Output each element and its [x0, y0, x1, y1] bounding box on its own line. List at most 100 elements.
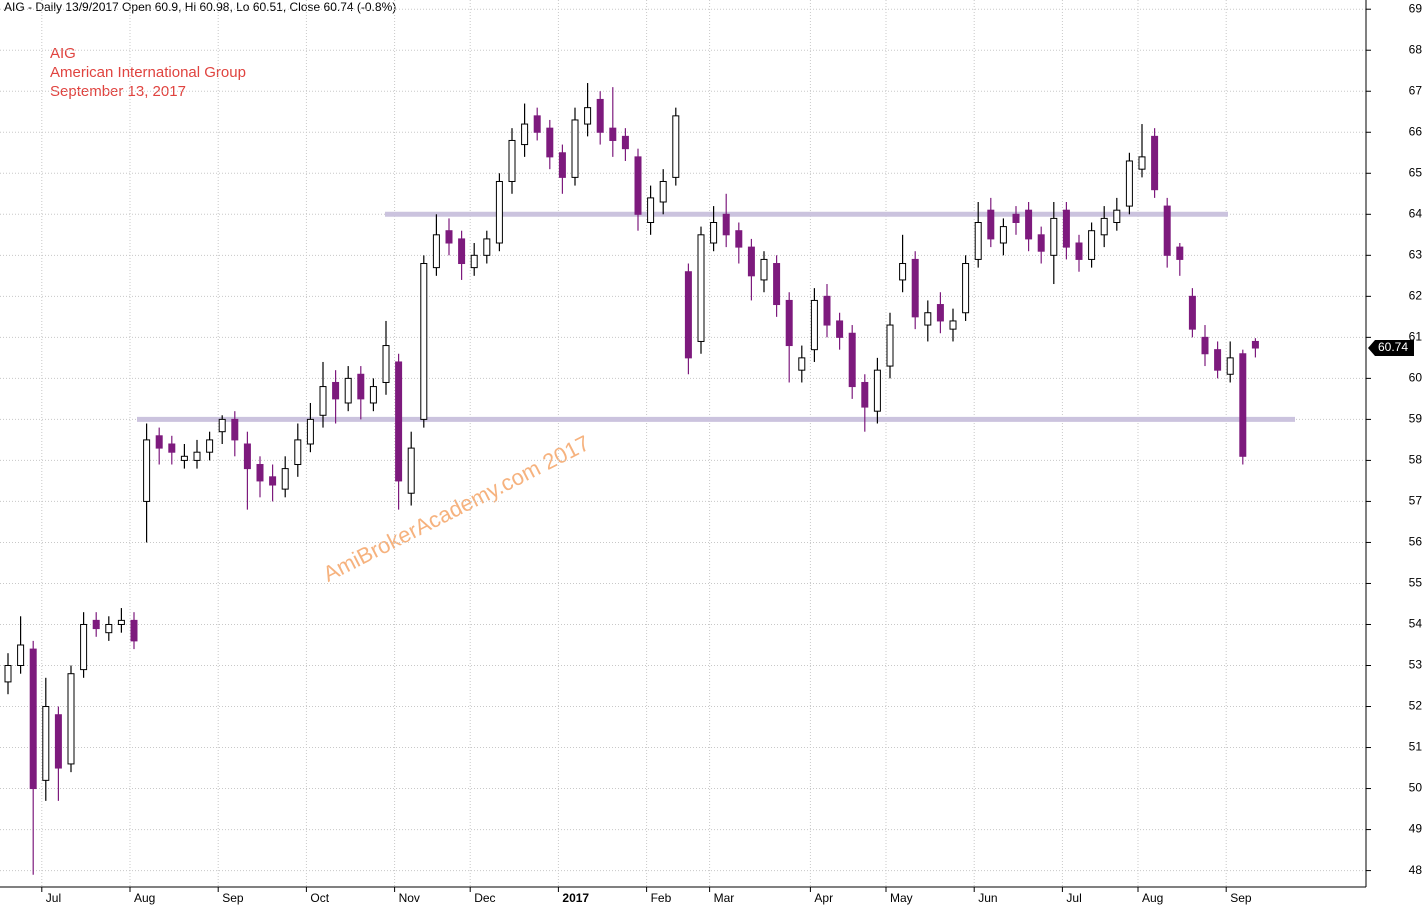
y-tick-label: 63 [1409, 247, 1423, 261]
candle-body [949, 320, 957, 330]
last-price-box [1368, 340, 1414, 357]
y-tick-label: 69 [1409, 1, 1423, 15]
candle-body [987, 209, 995, 240]
x-tick-label: Feb [651, 891, 672, 905]
candle-body [80, 623, 88, 671]
candle-body [294, 439, 302, 466]
candle-body [1188, 295, 1196, 330]
candle-body [1062, 209, 1070, 248]
candle-body [256, 464, 264, 482]
candle-body [382, 345, 390, 383]
candle-body [218, 418, 226, 433]
candle-body [634, 156, 642, 215]
y-tick-label: 65 [1409, 165, 1423, 179]
y-tick-label: 49 [1409, 822, 1423, 836]
candle-body [1012, 213, 1020, 223]
candle-body [558, 152, 566, 178]
x-tick-label: Apr [814, 891, 833, 905]
y-tick-label: 48 [1409, 863, 1423, 877]
candle-body [810, 299, 818, 351]
candle-body [344, 377, 352, 404]
candle-body [42, 706, 50, 781]
x-tick-label: Mar [714, 891, 735, 905]
y-tick-label: 52 [1409, 699, 1423, 713]
x-tick-label: May [890, 891, 913, 905]
candle-body [155, 435, 163, 449]
watermark: AmiBrokerAcademy.com 2017 [319, 430, 594, 586]
candle-body [332, 381, 340, 400]
candle-body [1113, 209, 1121, 223]
candle-body [319, 386, 327, 416]
annotation: American International Group [50, 64, 246, 81]
candle-body [1251, 340, 1259, 349]
candle-body [432, 234, 440, 269]
candle-body [1151, 135, 1159, 191]
candle-body [873, 369, 881, 412]
candle-body [470, 254, 478, 269]
candle-body [785, 299, 793, 347]
y-tick-label: 62 [1409, 289, 1423, 303]
candle-body [143, 439, 151, 502]
candle-body [1201, 336, 1209, 355]
y-tick-label: 55 [1409, 576, 1423, 590]
candle-body [206, 439, 214, 453]
candle-body [861, 381, 869, 408]
candle-body [999, 226, 1007, 244]
x-tick-label: Aug [134, 891, 155, 905]
x-tick-label: Sep [1230, 891, 1252, 905]
candle-body [269, 476, 277, 486]
candle-body [67, 673, 75, 765]
candle-body [760, 258, 768, 281]
y-tick-label: 57 [1409, 494, 1423, 508]
candle-body [407, 447, 415, 494]
candle-body [420, 263, 428, 420]
x-tick-label: Aug [1142, 891, 1163, 905]
candle-body [823, 295, 831, 326]
chart-title: AIG - Daily 13/9/2017 Open 60.9, Hi 60.9… [4, 0, 396, 14]
candle-body [54, 714, 62, 769]
y-tick-label: 68 [1409, 42, 1423, 56]
candle-body [962, 263, 970, 314]
candle-body [483, 238, 491, 256]
candle-body [1088, 230, 1096, 260]
candle-body [886, 324, 894, 367]
candle-body [546, 127, 554, 158]
candle-body [672, 115, 680, 178]
candle-body [621, 135, 629, 150]
candle-body [369, 386, 377, 404]
candle-body [773, 263, 781, 306]
candle-body [1226, 357, 1234, 375]
candle-body [193, 451, 201, 461]
candle-body [924, 312, 932, 326]
x-tick-label: 2017 [562, 891, 589, 905]
candle-body [357, 373, 365, 400]
y-tick-label: 58 [1409, 453, 1423, 467]
x-tick-label: Dec [474, 891, 495, 905]
candle-body [1138, 156, 1146, 170]
candle-body [609, 127, 617, 141]
y-tick-label: 66 [1409, 124, 1423, 138]
x-tick-label: Jun [978, 891, 997, 905]
candle-body [697, 234, 705, 342]
candle-body [130, 619, 138, 642]
candle-body [29, 648, 37, 790]
candle-body [168, 443, 176, 453]
candle-body [584, 107, 592, 125]
candle-body [735, 230, 743, 248]
candle-body [458, 238, 466, 265]
y-tick-label: 64 [1409, 206, 1423, 220]
candle-body [1239, 353, 1247, 457]
candle-body [495, 180, 503, 244]
candle-body [533, 115, 541, 133]
candle-body [521, 123, 529, 146]
y-tick-label: 51 [1409, 740, 1423, 754]
candle-body [180, 455, 188, 461]
candle-body [1025, 209, 1033, 240]
candle-body [659, 180, 667, 203]
candle-body [1214, 349, 1222, 371]
candle-body [395, 361, 403, 482]
candle-body [243, 443, 251, 470]
candle-body [445, 230, 453, 244]
